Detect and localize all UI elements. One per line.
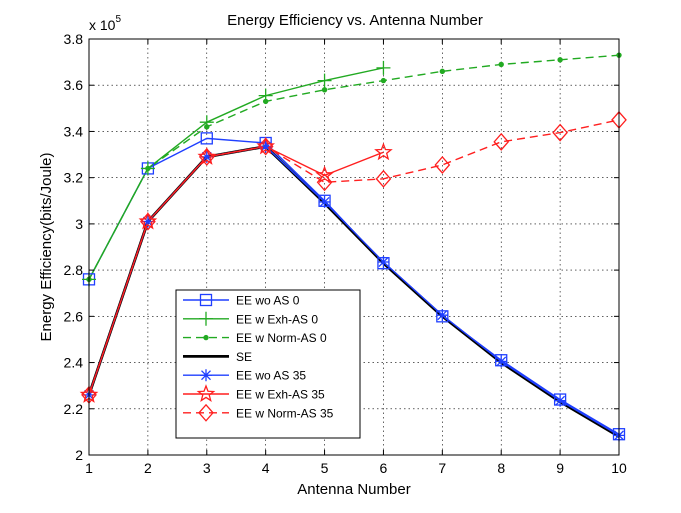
legend-label-5: EE w Exh-AS 35	[236, 388, 325, 402]
x-axis-label: Antenna Number	[297, 481, 410, 498]
series-6-point-7	[493, 132, 510, 151]
series-6-point-3	[257, 137, 274, 156]
y-tick-label-8: 3.6	[64, 77, 84, 93]
x-tick-label-1: 1	[85, 460, 93, 476]
y-tick-label-5: 3	[75, 216, 83, 232]
x-tick-label-2: 2	[144, 460, 152, 476]
legend-label-3: SE	[236, 350, 252, 364]
series-4-point-8	[554, 394, 567, 407]
series-2-point-7	[498, 61, 504, 68]
y-tick-label-2: 2.4	[64, 355, 84, 371]
series-2-point-6	[439, 68, 446, 75]
series-4-point-3	[259, 140, 272, 153]
y-multiplier-exp: 5	[115, 14, 121, 25]
series-5-point-2	[197, 147, 217, 165]
plot-frame	[88, 38, 620, 456]
x-tick-label-5: 5	[321, 460, 329, 476]
series-2-point-4	[321, 87, 328, 93]
legend-box	[175, 289, 361, 439]
legend-marker-1	[199, 311, 213, 326]
series-6-point-5	[375, 169, 392, 188]
y-axis-ticks: 2 2.2 2.4 2.6 2.8 3 3.2 3.4 3.6 3.8	[64, 31, 619, 463]
legend-marker-5	[196, 384, 216, 402]
y-tick-label-7: 3.4	[64, 123, 84, 139]
legend-label-6: EE w Norm-AS 35	[236, 406, 334, 420]
series-line-6	[88, 119, 620, 396]
legend-label-2: EE w Norm-AS 0	[236, 331, 327, 345]
series-2-point-2	[204, 124, 210, 130]
series-5-point-3	[256, 136, 276, 155]
chart-title: Energy Efficiency vs. Antenna Number	[227, 12, 483, 29]
series-4-point-4	[318, 195, 331, 208]
series-6-point-2	[198, 147, 215, 166]
series-1-point-5	[376, 60, 391, 75]
y-multiplier: x 105	[89, 14, 121, 33]
series-4-point-7	[495, 355, 508, 368]
legend-marker-0	[199, 293, 213, 307]
series-6-point-6	[434, 155, 451, 174]
y-multiplier-base: x 10	[89, 17, 116, 33]
legend-marker-6	[198, 403, 214, 422]
y-tick-label-3: 2.6	[64, 308, 84, 324]
x-tick-label-4: 4	[262, 460, 270, 476]
x-tick-label-10: 10	[611, 460, 627, 476]
series-5-point-4	[315, 165, 334, 184]
y-tick-label-1: 2.2	[64, 401, 84, 417]
legend: EE wo AS 0 EE w Exh-AS 0 EE w Norm-AS 0 SE E…	[175, 289, 361, 439]
series-4-point-5	[377, 256, 390, 269]
series-6-point-1	[140, 212, 156, 231]
series-lines	[87, 54, 620, 438]
y-tick-label-4: 2.8	[64, 262, 84, 278]
series-2-point-8	[557, 57, 563, 63]
legend-label-0: EE wo AS 0	[236, 294, 300, 308]
x-tick-label-3: 3	[203, 460, 211, 476]
legend-label-4: EE wo AS 35	[236, 369, 306, 383]
series-5-point-1	[138, 211, 158, 230]
series-2-point-3	[262, 98, 269, 105]
legend-marker-2	[203, 334, 209, 341]
series-4-point-6	[436, 309, 449, 322]
y-tick-label-9: 3.8	[64, 31, 84, 47]
legend-label-1: EE w Exh-AS 0	[236, 312, 318, 326]
y-axis-label: Energy Efficiency(bits/Joule)	[38, 153, 55, 342]
x-tick-label-6: 6	[380, 460, 388, 476]
series-6-point-8	[552, 123, 568, 142]
y-tick-label-0: 2	[75, 447, 83, 463]
x-tick-label-8: 8	[497, 460, 505, 476]
legend-marker-4	[200, 369, 212, 382]
series-2-point-1	[145, 165, 151, 172]
x-tick-label-9: 9	[556, 460, 564, 476]
series-6-point-4	[316, 173, 333, 192]
series-0-point-2	[200, 132, 213, 145]
x-axis-ticks: 1 2 3 4 5 6 7 8 9 10	[85, 39, 627, 476]
y-tick-label-6: 3.2	[64, 170, 84, 186]
series-1-point-4	[317, 73, 332, 88]
series-line-2	[88, 54, 620, 280]
series-4-point-1	[141, 215, 154, 228]
series-4-point-2	[200, 150, 213, 163]
grid-lines	[89, 39, 619, 455]
series-2-point-5	[380, 77, 387, 84]
x-tick-label-7: 7	[438, 460, 446, 476]
series-5-point-5	[374, 142, 393, 161]
